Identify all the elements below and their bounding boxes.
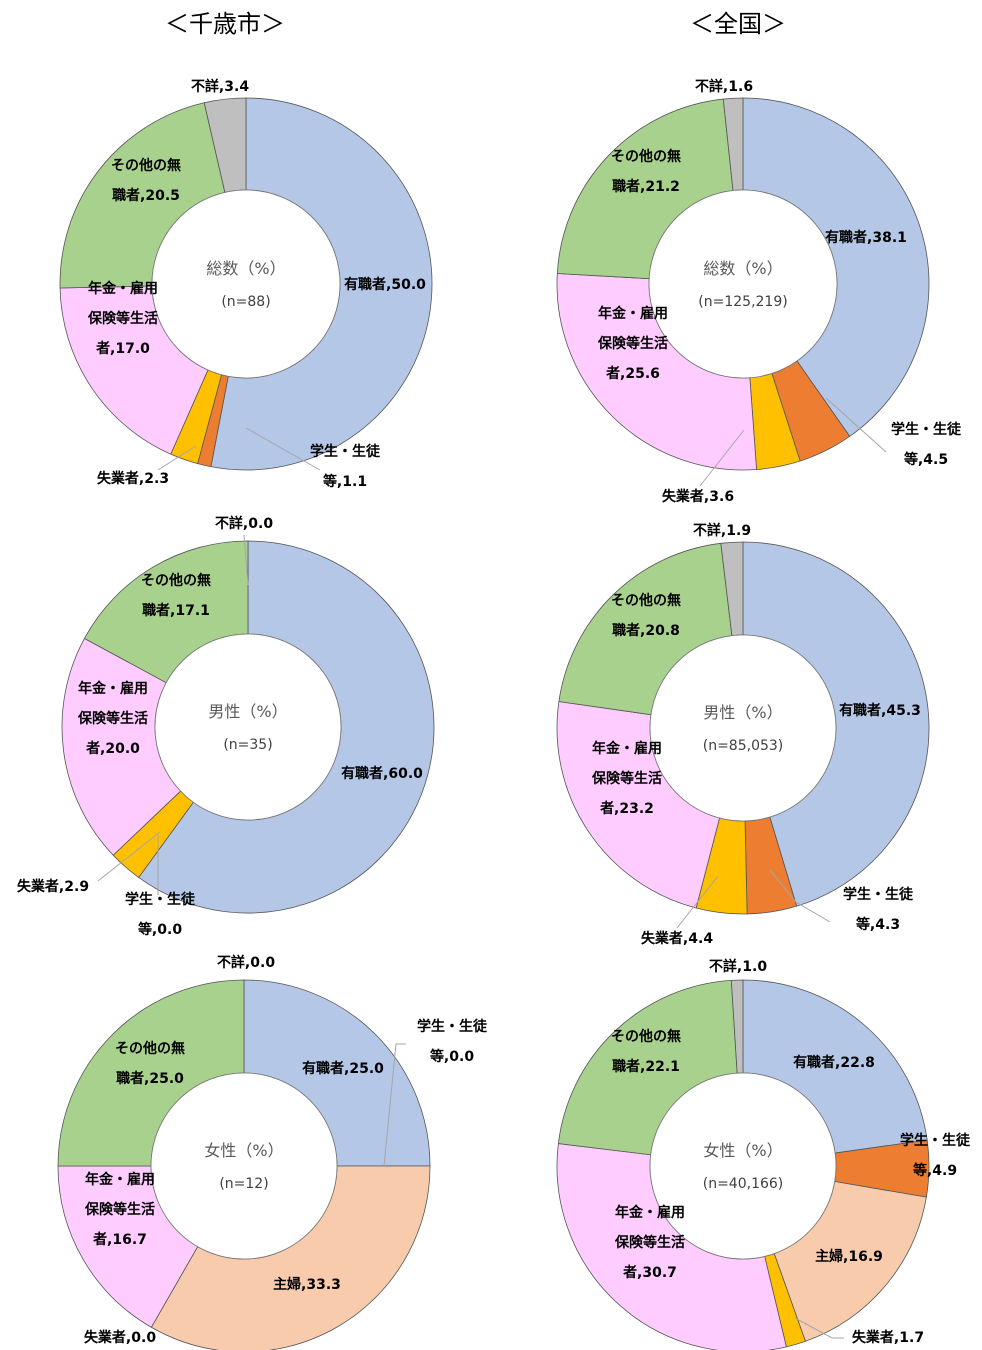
chart-center-title: 男性（%）	[703, 703, 782, 722]
leader-line	[383, 1043, 406, 1167]
data-label: その他の無職者,20.8	[611, 592, 681, 639]
chart-center-title: 総数（%）	[703, 259, 782, 278]
leader-line	[699, 429, 745, 487]
donut-chart-2: 総数（%） (n=125,219) 有職者,38.1 学生・生徒等,4.5 失業者,3.…	[556, 78, 962, 505]
donut-hole	[154, 633, 342, 821]
data-label: 年金・雇用保険等生活者,17.0	[87, 280, 158, 357]
data-label: 失業者,2.3	[97, 470, 169, 487]
data-label: 年金・雇用保険等生活者,23.2	[591, 740, 662, 817]
donut-hole	[649, 634, 837, 822]
data-label: 年金・雇用保険等生活者,25.6	[597, 305, 668, 382]
data-label: 有職者,45.3	[839, 702, 921, 719]
chart-center-title: 女性（%）	[703, 1141, 782, 1160]
leader-line	[245, 427, 321, 471]
data-label: その他の無職者,20.5	[111, 157, 181, 204]
donut-chart-5: 女性（%） (n=12) 有職者,25.0 学生・生徒等,0.0 主婦,33.3 失業者,…	[57, 954, 488, 1350]
data-label: 学生・生徒等,4.9	[900, 1132, 971, 1179]
data-label: 学生・生徒等,0.0	[125, 891, 196, 938]
data-label: 主婦,33.3	[273, 1276, 341, 1293]
data-label: 有職者,50.0	[344, 276, 426, 293]
data-label: 不詳,3.4	[191, 78, 249, 95]
data-label: 主婦,16.9	[815, 1248, 883, 1265]
leader-line	[157, 445, 197, 471]
data-label: 不詳,1.0	[709, 958, 767, 975]
chart-center-title: 総数（%）	[206, 259, 285, 278]
leader-line	[794, 1317, 844, 1339]
data-label: 不詳,0.0	[215, 515, 273, 532]
data-label: 有職者,38.1	[825, 229, 907, 246]
data-label: 年金・雇用保険等生活者,30.7	[614, 1204, 685, 1281]
donut-chart-6: 女性（%） (n=40,166) 有職者,22.8 学生・生徒等,4.9 主婦,16.9…	[556, 958, 971, 1350]
leader-line	[825, 397, 887, 453]
chart-center-subtitle: (n=12)	[219, 1176, 268, 1192]
leader-line	[676, 875, 719, 929]
data-label: その他の無職者,21.2	[611, 148, 681, 195]
chart-center-subtitle: (n=40,166)	[703, 1176, 784, 1192]
data-label: その他の無職者,17.1	[141, 572, 211, 619]
data-label: 失業者,3.6	[662, 488, 734, 505]
leader-line	[243, 534, 249, 586]
data-label: 年金・雇用保険等生活者,20.0	[77, 680, 148, 757]
data-label: 学生・生徒等,0.0	[417, 1018, 488, 1065]
data-label: 有職者,22.8	[793, 1054, 875, 1071]
data-label: 不詳,1.6	[695, 78, 753, 95]
data-label: 不詳,0.0	[217, 954, 275, 971]
chart-center-title: 男性（%）	[208, 702, 287, 721]
data-label: 学生・生徒等,4.3	[843, 886, 914, 933]
donut-chart-3: 男性（%） (n=35) 有職者,60.0 学生・生徒等,0.0 失業者,2.9 年金・雇…	[17, 515, 435, 938]
data-label: 年金・雇用保険等生活者,16.7	[84, 1171, 155, 1248]
data-label: 失業者,1.7	[852, 1329, 924, 1346]
chart-center-subtitle: (n=88)	[221, 294, 270, 310]
chart-center-title: 女性（%）	[204, 1141, 283, 1160]
header-chitose: ＜千歳市＞	[165, 10, 285, 38]
chart-center-subtitle: (n=35)	[223, 737, 272, 753]
data-label: 失業者,0.0	[84, 1329, 156, 1346]
data-label: その他の無職者,25.0	[115, 1040, 185, 1087]
data-label: その他の無職者,22.1	[611, 1028, 681, 1075]
leader-line	[97, 831, 161, 882]
data-label: 有職者,25.0	[302, 1060, 384, 1077]
donut-hole	[150, 1072, 338, 1260]
header-national: ＜全国＞	[690, 10, 786, 38]
data-label: 失業者,4.4	[641, 930, 713, 947]
donut-hole	[648, 189, 838, 379]
donut-chart-1: 総数（%） (n=88) 有職者,50.0 学生・生徒等,1.1 失業者,2.3 年金・雇…	[59, 78, 433, 490]
donut-hole	[151, 189, 341, 379]
data-label: 不詳,1.9	[693, 522, 751, 539]
data-label: 学生・生徒等,1.1	[310, 443, 381, 490]
chart-center-subtitle: (n=125,219)	[698, 294, 787, 310]
data-label: 学生・生徒等,4.5	[891, 421, 962, 468]
data-label: 有職者,60.0	[341, 765, 423, 782]
chart-center-subtitle: (n=85,053)	[703, 738, 784, 754]
donut-hole	[649, 1072, 837, 1260]
donut-chart-4: 男性（%） (n=85,053) 有職者,45.3 学生・生徒等,4.3 失業者,4.4…	[556, 522, 930, 947]
leader-line	[769, 869, 831, 923]
data-label: 失業者,2.9	[17, 878, 89, 895]
